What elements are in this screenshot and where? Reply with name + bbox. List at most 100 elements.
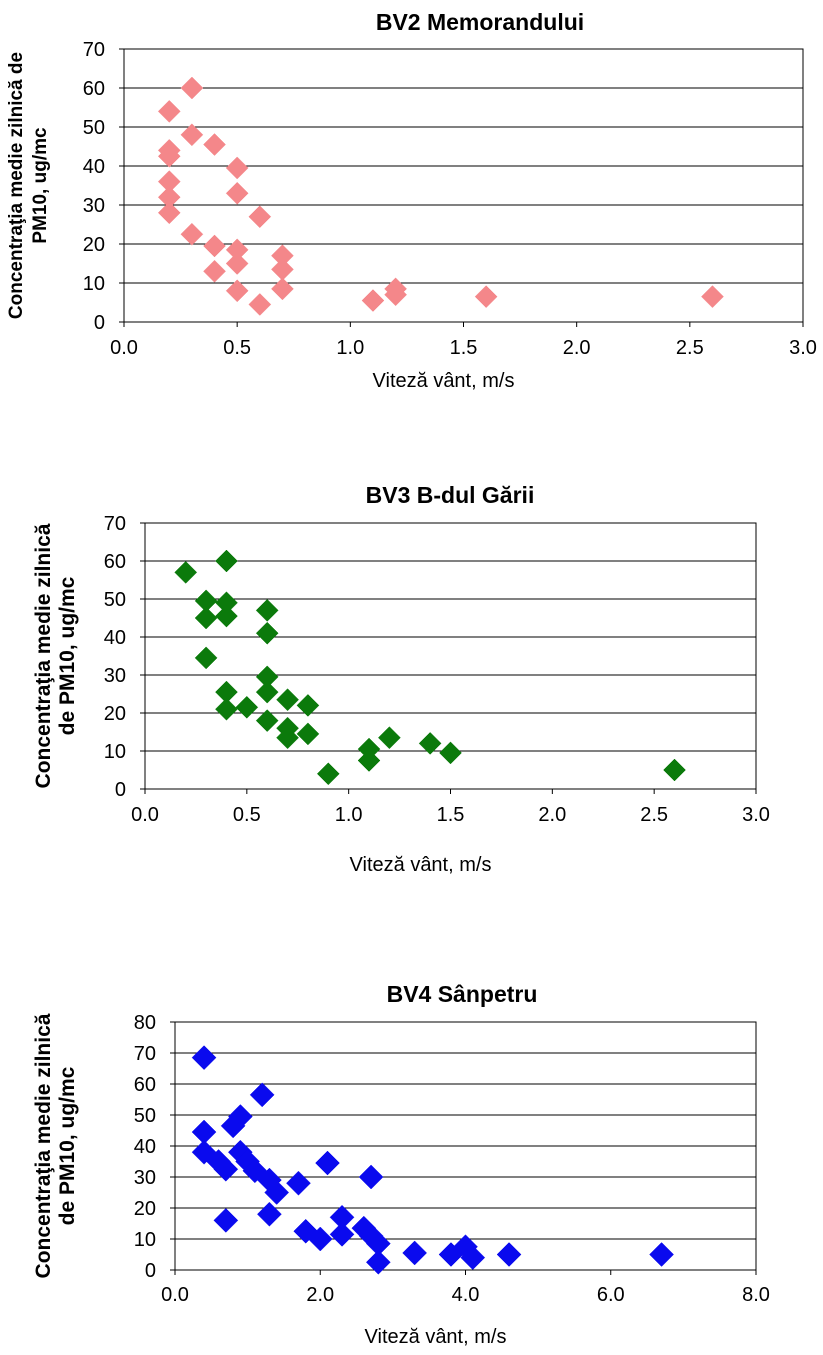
- plot-area: [123, 48, 804, 323]
- chart-bv4-svg: BV4 Sânpetru 0 10 20 30 40 50 60 70 80 0.0 2.0 4.0 6.…: [32, 981, 770, 1348]
- data-point: [220, 1113, 246, 1139]
- y-axis-label: Concentraţia medie zilnicăde PM10, ug/mc: [32, 523, 79, 788]
- data-point: [496, 1242, 522, 1267]
- y-axis-label: Concentraţia medie zilnicăde PM10, ug/mc: [32, 1013, 79, 1278]
- y-tick-label: 50: [83, 117, 105, 139]
- chart-bv3-svg: BV3 B-dul Gării 0 10 20 30 40 50 60 70 0.0 0.5 1.0 1…: [32, 482, 770, 876]
- data-point: [316, 762, 340, 786]
- data-point: [357, 749, 381, 772]
- data-point: [235, 695, 259, 719]
- x-tick-label: 2.0: [563, 337, 591, 359]
- data-point: [378, 726, 401, 750]
- y-tick-label: 10: [134, 1229, 156, 1251]
- x-tick-label: 0.0: [161, 1284, 189, 1306]
- x-tick-label: 2.0: [538, 804, 566, 826]
- data-point: [194, 646, 218, 670]
- data-point: [213, 1208, 239, 1233]
- y-tick-label: 10: [83, 273, 105, 295]
- data-point: [180, 222, 204, 246]
- chart-title: BV3 B-dul Gării: [366, 482, 535, 508]
- data-point: [271, 277, 294, 301]
- y-tick-label: 20: [83, 234, 105, 256]
- x-tick-label: 2.0: [306, 1284, 334, 1306]
- data-point: [225, 156, 249, 180]
- data-point: [358, 1164, 384, 1190]
- data-point: [157, 100, 181, 123]
- x-axis-label: Viteză vânt, m/s: [365, 1326, 507, 1348]
- data-point: [225, 181, 249, 205]
- data-point: [157, 144, 181, 168]
- data-point: [315, 1150, 340, 1176]
- x-tick-label: 8.0: [742, 1284, 770, 1306]
- y-tick-label: 60: [104, 551, 126, 573]
- y-axis-label-line: Concentraţia medie zilnică de: [6, 52, 27, 319]
- data-point: [361, 289, 385, 312]
- data-point: [215, 604, 238, 628]
- data-point: [257, 1201, 282, 1227]
- y-tick-label: 30: [134, 1167, 156, 1189]
- data-point: [264, 1180, 290, 1205]
- y-axis-label-line: PM10, ug/mc: [30, 127, 51, 244]
- y-tick-label: 0: [115, 779, 126, 801]
- y-tick-label: 0: [145, 1260, 156, 1282]
- data-point: [255, 621, 279, 645]
- y-tick-label: 30: [104, 665, 126, 687]
- data-point: [255, 709, 279, 732]
- y-tick-label: 30: [83, 195, 105, 217]
- x-tick-label: 1.0: [336, 337, 364, 359]
- data-point: [296, 722, 320, 746]
- y-tick-label: 70: [134, 1043, 156, 1065]
- y-tick-label: 80: [134, 1012, 156, 1034]
- x-tick-label: 6.0: [597, 1284, 625, 1306]
- data-point: [286, 1170, 311, 1196]
- chart-title: BV4 Sânpetru: [387, 981, 538, 1007]
- y-axis-label-line: de PM10, ug/mc: [56, 1066, 79, 1225]
- data-point: [225, 279, 249, 303]
- y-tick-label: 70: [104, 513, 126, 535]
- data-point: [215, 549, 238, 573]
- data-point: [307, 1226, 333, 1252]
- data-point: [276, 688, 299, 712]
- x-tick-label: 0.5: [223, 337, 251, 359]
- x-tick-label: 3.0: [742, 804, 770, 826]
- x-axis-label: Viteză vânt, m/s: [350, 854, 492, 876]
- data-point: [242, 1158, 268, 1184]
- data-point: [157, 201, 181, 225]
- x-axis-label: Viteză vânt, m/s: [373, 370, 515, 392]
- data-point: [439, 741, 462, 765]
- y-tick-label: 60: [134, 1074, 156, 1096]
- y-tick-label: 40: [134, 1136, 156, 1158]
- y-tick-label: 0: [94, 312, 105, 334]
- y-tick-label: 40: [104, 627, 126, 649]
- y-tick-label: 20: [104, 703, 126, 725]
- data-point: [663, 758, 686, 782]
- x-tick-label: 2.5: [640, 804, 668, 826]
- x-tick-label: 1.5: [450, 337, 478, 359]
- y-axis-label-line: Concentraţia medie zilnică: [32, 1013, 55, 1278]
- data-point: [474, 285, 498, 309]
- y-tick-label: 20: [134, 1198, 156, 1220]
- data-point: [180, 123, 204, 147]
- data-point: [248, 293, 272, 316]
- plot-area: [144, 522, 757, 790]
- data-point: [255, 599, 279, 622]
- x-tick-label: 1.5: [437, 804, 465, 826]
- data-point: [203, 133, 226, 156]
- data-point: [215, 697, 238, 721]
- x-tick-label: 0.0: [131, 804, 159, 826]
- x-tick-label: 1.0: [335, 804, 363, 826]
- data-point: [276, 726, 299, 750]
- y-tick-label: 50: [104, 589, 126, 611]
- data-point: [384, 277, 407, 301]
- y-tick-label: 60: [83, 78, 105, 100]
- y-axis-label: Concentraţia medie zilnică de PM10, ug/mc: [6, 52, 51, 319]
- y-tick-label: 70: [83, 39, 105, 61]
- y-tick-label: 50: [134, 1105, 156, 1127]
- data-point: [701, 285, 724, 309]
- data-point: [271, 257, 294, 281]
- data-point: [174, 561, 198, 584]
- data-point: [203, 234, 226, 258]
- data-point: [296, 694, 320, 717]
- data-point: [418, 732, 442, 755]
- data-point: [191, 1045, 217, 1071]
